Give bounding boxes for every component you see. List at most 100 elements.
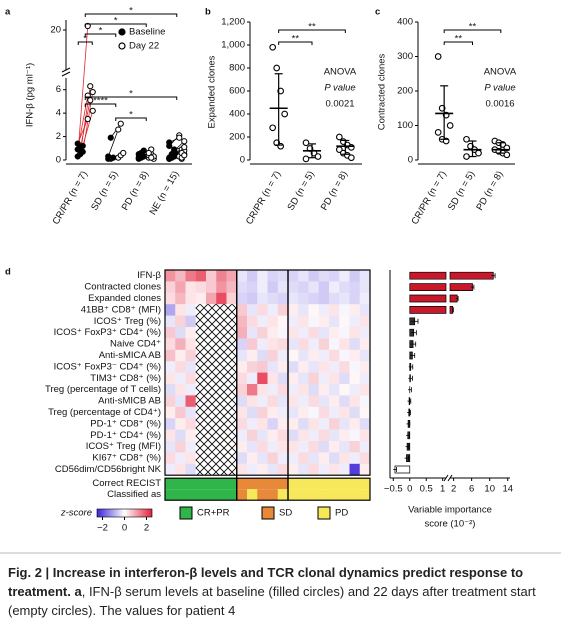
heat-cell (236, 361, 248, 373)
heat-cell (277, 304, 289, 316)
heat-cell (257, 418, 268, 430)
row-label: PD-1⁺ CD4⁺ (%) (90, 430, 161, 441)
heat-cell (298, 429, 309, 442)
heat-cell (226, 395, 238, 408)
heat-cell (185, 452, 197, 465)
axis-break (443, 474, 449, 482)
data-point (166, 139, 173, 146)
data-point (347, 154, 355, 162)
heat-cell (257, 452, 268, 465)
bar (409, 283, 473, 291)
heat-cell (165, 406, 176, 419)
heat-cell (359, 463, 371, 476)
heat-cell (277, 349, 289, 362)
y-tick-label: 200 (397, 86, 413, 97)
data-point (89, 107, 96, 114)
heat-cell (318, 327, 330, 339)
heat-cell (298, 315, 309, 328)
data-point (269, 124, 277, 132)
heat-cell (359, 452, 371, 465)
heat-cell (236, 349, 248, 362)
heat-cell (206, 372, 217, 385)
data-point (281, 110, 289, 118)
heat-cell (339, 372, 350, 385)
class-legend-swatch (179, 506, 193, 520)
data-point (181, 152, 188, 159)
heat-cell (339, 349, 350, 362)
heat-cell (226, 463, 238, 476)
heat-cell (308, 327, 320, 339)
heat-cell (236, 452, 248, 465)
bar (409, 306, 454, 314)
heat-cell (318, 395, 330, 408)
heat-cell (359, 304, 371, 316)
panel-label: d (5, 267, 11, 278)
class-cell (339, 489, 350, 501)
heat-cell (226, 429, 238, 442)
data-point (446, 122, 454, 129)
heat-cell (308, 384, 320, 396)
heat-cell (349, 395, 361, 408)
data-point (79, 142, 86, 150)
y-tick-label: 1,000 (221, 40, 245, 51)
heat-cell (267, 292, 279, 305)
row-label: ICOS⁺ Treg (MFI) (86, 441, 161, 452)
heat-cell (175, 349, 186, 362)
panel-label: a (5, 7, 11, 18)
heat-cell (226, 406, 238, 419)
row-label: PD-1⁺ CD8⁺ (%) (90, 418, 161, 429)
heat-cell (206, 349, 217, 362)
heat-cell (226, 327, 238, 339)
heat-cell (298, 395, 309, 408)
heat-cell (267, 441, 279, 453)
heat-cell (206, 270, 217, 282)
annotation-row-label: Classified as (107, 489, 161, 500)
sig-stars: * (114, 16, 118, 27)
heat-cell (298, 452, 309, 465)
data-point (314, 153, 322, 160)
heat-cell (339, 281, 350, 294)
heat-cell (318, 384, 330, 396)
heat-cell (165, 418, 176, 430)
row-label: CD56dim/CD56bright NK (55, 464, 162, 475)
heat-cell (318, 304, 330, 316)
sig-bracket (77, 41, 93, 45)
heat-cell (236, 315, 248, 328)
heat-cell (339, 338, 350, 351)
class-cell (359, 489, 371, 501)
sig-stars: * (99, 26, 103, 37)
heat-cell (308, 349, 320, 362)
heat-cell (206, 406, 217, 419)
heat-cell (308, 429, 320, 442)
sig-bracket (84, 13, 178, 17)
heat-cell (185, 292, 197, 305)
heat-cell (175, 429, 186, 442)
heat-cell (329, 384, 340, 396)
heat-cell (339, 429, 350, 442)
heat-cell (247, 338, 258, 351)
heat-cell (308, 338, 320, 351)
heat-cell (206, 395, 217, 408)
heat-cell (349, 292, 361, 305)
heat-cell (318, 418, 330, 430)
heat-cell (329, 338, 340, 351)
data-point (335, 133, 343, 141)
heat-cell (277, 338, 289, 351)
heat-cell (247, 372, 258, 385)
heat-cell (175, 327, 186, 339)
heat-cell (236, 281, 248, 294)
class-cell (318, 489, 330, 501)
heat-cell (288, 304, 299, 316)
class-cell (257, 478, 268, 490)
row-label: Treg (percentage of CD4⁺) (48, 407, 161, 418)
heat-cell (226, 315, 238, 328)
heat-cell (298, 441, 309, 453)
data-point (107, 134, 114, 141)
heat-cell (298, 281, 309, 294)
heat-cell (216, 281, 227, 294)
row-label: Expanded clones (88, 293, 161, 304)
class-cell (329, 478, 340, 490)
heat-cell (206, 292, 217, 305)
heat-cell (277, 361, 289, 373)
class-cell (267, 478, 279, 490)
